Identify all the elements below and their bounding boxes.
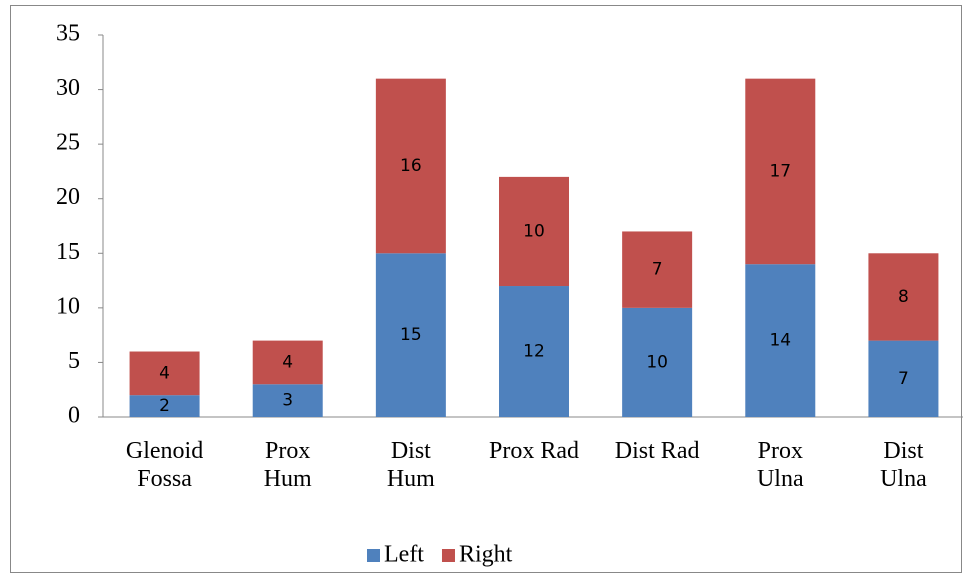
data-label: 16 bbox=[400, 156, 422, 176]
y-tick-label: 15 bbox=[56, 239, 80, 265]
bar-segment bbox=[745, 264, 816, 417]
x-tick-label: Dist Ulna bbox=[880, 438, 927, 492]
x-tick-label: Dist Rad bbox=[614, 438, 700, 464]
bar-segment bbox=[375, 253, 446, 417]
legend-swatch bbox=[441, 549, 455, 562]
bar-segment bbox=[252, 340, 323, 385]
data-label: 4 bbox=[159, 363, 170, 383]
data-label: 3 bbox=[282, 391, 293, 411]
bar-segment bbox=[129, 351, 200, 396]
data-label: 4 bbox=[282, 352, 293, 372]
data-label: 7 bbox=[898, 369, 909, 389]
x-tick-label: Dist Hum bbox=[386, 438, 435, 492]
legend-label: Left bbox=[384, 542, 424, 568]
bar-segment bbox=[622, 307, 693, 417]
y-tick-label: 30 bbox=[56, 75, 80, 101]
legend-label: Right bbox=[459, 542, 513, 568]
bar-segment bbox=[868, 253, 939, 341]
data-label: 15 bbox=[400, 325, 422, 345]
bar-segment bbox=[129, 395, 200, 417]
data-label: 7 bbox=[652, 260, 663, 280]
data-label: 12 bbox=[523, 342, 545, 362]
y-tick-label: 5 bbox=[68, 348, 80, 374]
data-label: 14 bbox=[769, 331, 791, 351]
bar-segment bbox=[252, 384, 323, 417]
data-label: 10 bbox=[646, 352, 668, 372]
x-tick-label: Glenoid Fossa bbox=[125, 438, 204, 492]
bar-segment bbox=[375, 78, 446, 254]
legend-swatch bbox=[367, 549, 380, 562]
x-tick-label: Prox Rad bbox=[489, 438, 579, 464]
bar-segment bbox=[868, 340, 939, 417]
y-tick-label: 25 bbox=[56, 130, 80, 156]
x-tick-label: Prox Hum bbox=[263, 438, 312, 492]
bar-segment bbox=[622, 231, 693, 308]
chart-border bbox=[10, 5, 962, 573]
data-label: 17 bbox=[769, 161, 791, 181]
y-tick-label: 20 bbox=[56, 184, 80, 210]
x-tick-label: Prox Ulna bbox=[756, 438, 804, 492]
bar-segment bbox=[499, 286, 569, 417]
data-label: 2 bbox=[159, 396, 170, 416]
bar-segment bbox=[499, 176, 569, 287]
y-tick-label: 10 bbox=[56, 293, 80, 319]
y-tick-label: 0 bbox=[68, 403, 80, 429]
y-tick-label: 35 bbox=[56, 21, 80, 47]
data-label: 10 bbox=[523, 221, 545, 241]
data-label: 8 bbox=[898, 287, 909, 307]
bar-segment bbox=[745, 78, 816, 265]
